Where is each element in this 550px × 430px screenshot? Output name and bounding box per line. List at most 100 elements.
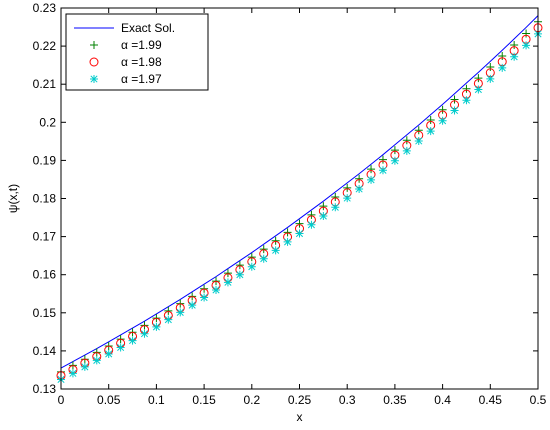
data-point-plus: [438, 105, 447, 114]
data-point-plus: [390, 146, 399, 155]
data-point-asterisk: [522, 41, 531, 50]
data-point-asterisk: [128, 336, 137, 345]
data-point-asterisk: [188, 301, 197, 310]
x-axis-label: x: [297, 410, 303, 424]
data-point-plus: [319, 202, 328, 211]
legend-swatch-plus: [90, 41, 98, 49]
data-point-asterisk: [355, 184, 364, 193]
data-point-plus: [462, 84, 471, 93]
y-tick-label: 0.22: [33, 39, 57, 53]
y-tick-label: 0.16: [33, 268, 57, 282]
data-point-plus: [247, 253, 256, 262]
data-point-plus: [271, 236, 280, 245]
data-point-plus: [355, 174, 364, 183]
x-tick-label: 0.2: [243, 393, 260, 407]
data-point-plus: [378, 155, 387, 164]
data-point-asterisk: [414, 136, 423, 145]
x-tick-label: 0.15: [192, 393, 216, 407]
data-point-asterisk: [212, 285, 221, 294]
data-point-asterisk: [235, 270, 244, 279]
data-point-asterisk: [402, 146, 411, 155]
data-point-asterisk: [80, 362, 89, 371]
data-point-asterisk: [367, 175, 376, 184]
ticks-layer: 0 0.05 0.1 0.15 0.2 0.25 0.3 0.35 0.4 0.45 0.5 0.13…: [33, 1, 547, 407]
data-point-plus: [164, 306, 173, 315]
y-tick-label: 0.15: [33, 306, 57, 320]
data-point-asterisk: [223, 278, 232, 287]
series-line: [60, 15, 539, 369]
data-point-asterisk: [116, 343, 125, 352]
data-point-asterisk: [271, 246, 280, 255]
legend-entry-label: α =1.98: [121, 55, 162, 69]
data-point-asterisk: [140, 329, 149, 338]
data-point-plus: [402, 136, 411, 145]
legend-entry-label: Exact Sol.: [121, 21, 175, 35]
data-point-plus: [486, 63, 495, 72]
data-point-plus: [331, 192, 340, 201]
y-tick-label: 0.13: [33, 382, 57, 396]
legend: Exact Sol. α =1.99 α =1.98 α =1.97: [65, 13, 209, 91]
data-point-asterisk: [247, 262, 256, 271]
data-point-asterisk: [426, 127, 435, 136]
x-tick-label: 0.1: [148, 393, 165, 407]
data-point-asterisk: [474, 85, 483, 94]
data-point-plus: [426, 116, 435, 125]
data-point-asterisk: [307, 220, 316, 229]
y-tick-label: 0.17: [33, 230, 57, 244]
data-point-asterisk: [295, 229, 304, 238]
data-point-plus: [498, 52, 507, 61]
data-point-asterisk: [510, 52, 519, 61]
y-tick-label: 0.14: [33, 344, 57, 358]
legend-swatch-asterisk: [90, 75, 98, 83]
x-tick-label: 0.25: [288, 393, 312, 407]
data-point-plus: [283, 228, 292, 237]
data-point-asterisk: [378, 166, 387, 175]
data-point-asterisk: [331, 203, 340, 212]
data-point-plus: [367, 165, 376, 174]
data-point-plus: [474, 74, 483, 83]
exact-solution-line: [60, 15, 539, 369]
x-tick-label: 0.45: [479, 393, 503, 407]
data-point-plus: [223, 269, 232, 278]
y-axis-label: ψ(x,t): [6, 184, 20, 213]
data-point-asterisk: [283, 237, 292, 246]
data-point-plus: [259, 245, 268, 254]
data-point-asterisk: [486, 74, 495, 83]
y-tick-label: 0.18: [33, 192, 57, 206]
y-tick-label: 0.21: [33, 77, 57, 91]
data-point-asterisk: [259, 254, 268, 263]
data-point-plus: [522, 29, 531, 38]
data-point-asterisk: [450, 106, 459, 115]
legend-swatch-circle: [89, 57, 99, 67]
data-point-plus: [295, 219, 304, 228]
data-point-plus: [414, 126, 423, 135]
x-tick-label: 0.5: [530, 393, 547, 407]
y-tick-label: 0.23: [33, 1, 57, 15]
data-point-plus: [510, 40, 519, 49]
data-point-asterisk: [176, 308, 185, 317]
data-point-asterisk: [498, 63, 507, 72]
data-point-asterisk: [104, 349, 113, 358]
x-tick-label: 0.35: [383, 393, 407, 407]
x-tick-label: 0: [58, 393, 65, 407]
data-point-asterisk: [200, 293, 209, 302]
legend-entry-label: α =1.97: [121, 72, 162, 86]
data-point-plus: [450, 95, 459, 104]
data-point-asterisk: [152, 322, 161, 331]
data-point-asterisk: [319, 212, 328, 221]
x-tick-label: 0.3: [339, 393, 356, 407]
data-point-asterisk: [92, 356, 101, 365]
y-tick-label: 0.19: [33, 153, 57, 167]
x-tick-label: 0.4: [434, 393, 451, 407]
data-point-plus: [343, 183, 352, 192]
data-point-asterisk: [68, 369, 77, 378]
data-point-asterisk: [438, 116, 447, 125]
data-point-asterisk: [164, 315, 173, 324]
data-point-asterisk: [343, 194, 352, 203]
y-tick-label: 0.2: [39, 115, 56, 129]
data-point-plus: [235, 261, 244, 270]
legend-entry-label: α =1.99: [121, 38, 162, 52]
data-point-asterisk: [462, 96, 471, 105]
legend-box: [65, 13, 209, 91]
